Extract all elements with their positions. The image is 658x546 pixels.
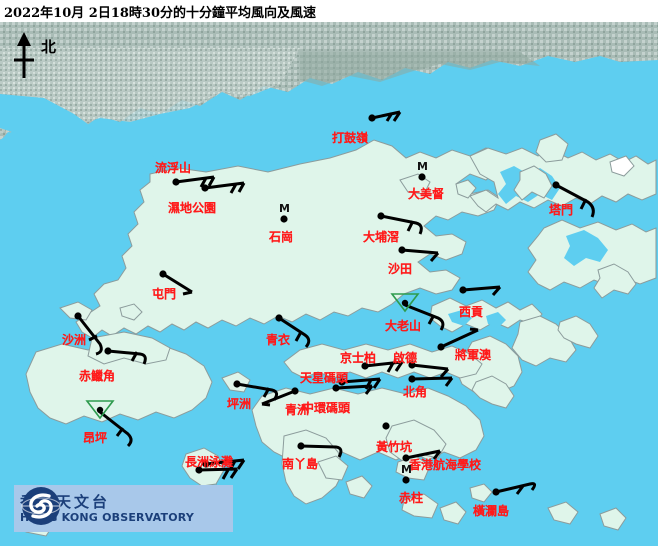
- station-label[interactable]: 大美督: [408, 187, 445, 201]
- station-dot-icon: [202, 460, 210, 468]
- station-label[interactable]: 北角: [403, 385, 428, 399]
- wind-barb: [380, 214, 423, 235]
- station-dot-icon: [291, 387, 299, 395]
- station-label[interactable]: 濕地公園: [168, 201, 217, 215]
- station-dot-icon: [492, 488, 500, 496]
- station-label[interactable]: 橫瀾島: [473, 504, 510, 518]
- station-label[interactable]: 屯門: [152, 287, 177, 301]
- station-dot-icon: [201, 184, 209, 192]
- station-dot-icon: [437, 343, 445, 351]
- station-dot-icon: [361, 362, 369, 370]
- station-dot-icon: [195, 466, 203, 474]
- station-label[interactable]: 沙洲: [62, 333, 87, 347]
- station-label[interactable]: 黃竹坑: [376, 440, 413, 454]
- station-dot-icon: [408, 361, 416, 369]
- station-dot-icon: [172, 178, 180, 186]
- station-label[interactable]: 青衣: [266, 333, 291, 347]
- station-label[interactable]: 赤鱲角: [79, 369, 116, 383]
- wind-barb: [462, 285, 502, 296]
- wind-barb: [405, 449, 442, 460]
- map-basemap: [0, 22, 658, 546]
- station-dot-icon: [233, 380, 241, 388]
- station-dot-icon: [382, 422, 390, 430]
- station-label[interactable]: 赤柱: [399, 491, 424, 505]
- station-label[interactable]: 啟德: [393, 351, 418, 365]
- wind-barb: [364, 360, 404, 373]
- station-label[interactable]: 大埔滘: [363, 230, 400, 244]
- wind-barb: [440, 327, 479, 349]
- hko-logo: 香港天文台 HONG KONG OBSERVATORY: [14, 485, 233, 532]
- station-dot-icon: [332, 384, 340, 392]
- wind-barb: [107, 349, 147, 365]
- station-label[interactable]: 沙田: [388, 262, 413, 276]
- wind-barb: [198, 467, 239, 480]
- station-label[interactable]: 天星碼頭: [300, 371, 349, 385]
- station-label[interactable]: 長洲泳灘: [185, 455, 234, 469]
- north-arrow-icon: 北: [8, 30, 64, 82]
- station-label[interactable]: 青洲: [285, 403, 310, 417]
- wind-barb: [261, 389, 296, 407]
- highland-triangle-icon: [85, 400, 115, 420]
- station-dot-icon: [459, 286, 467, 294]
- wind-barb: [76, 315, 103, 356]
- station-dot-icon: [368, 114, 376, 122]
- map-canvas[interactable]: 打鼓嶺流浮山濕地公園 M 石崗 M 大美督塔門大埔滘沙田屯門沙洲赤鱲角 青衣 大老山 西貢將軍…: [0, 22, 658, 546]
- north-label: 北: [41, 38, 57, 56]
- station-label[interactable]: 中環碼頭: [302, 401, 351, 415]
- wind-barb: [300, 444, 343, 458]
- wind-barb: [99, 410, 133, 448]
- station-dot-icon: [552, 181, 560, 189]
- wind-barb: [162, 272, 193, 296]
- station-dot-icon: [104, 347, 112, 355]
- station-label[interactable]: 坪洲: [227, 397, 252, 411]
- wind-barb: [495, 482, 537, 495]
- station-dot-icon: [398, 246, 406, 254]
- station-label[interactable]: 石崗: [269, 230, 294, 244]
- station-dot-icon: [418, 173, 426, 181]
- station-dot-icon: [275, 314, 283, 322]
- wind-barb: [278, 316, 311, 348]
- station-dot-icon: [297, 442, 305, 450]
- hko-name-en: HONG KONG OBSERVATORY: [20, 510, 195, 524]
- maintenance-flag: M: [401, 463, 412, 476]
- wind-barb: [401, 248, 440, 262]
- wind-barb: [236, 382, 279, 401]
- wind-barb: [175, 175, 216, 188]
- wind-barb: [404, 303, 445, 331]
- station-label[interactable]: 將軍澳: [455, 348, 492, 362]
- wind-barb: [204, 181, 246, 194]
- station-dot-icon: [74, 312, 82, 320]
- station-label[interactable]: 昂坪: [83, 431, 108, 445]
- station-label[interactable]: 西貢: [459, 305, 484, 319]
- station-label[interactable]: 流浮山: [155, 161, 192, 175]
- station-label[interactable]: 塔門: [549, 203, 574, 217]
- highland-triangle-icon: [390, 293, 420, 313]
- station-label[interactable]: 大老山: [385, 319, 422, 333]
- maintenance-flag: M: [279, 202, 290, 215]
- station-dot-icon: [408, 375, 416, 383]
- hko-swirl-logo-icon: [21, 487, 61, 525]
- wind-barb: [371, 110, 402, 122]
- station-label[interactable]: 京士柏: [340, 351, 377, 365]
- wind-barb: [411, 376, 454, 387]
- wind-barb: [411, 363, 450, 378]
- station-dot-icon: [402, 476, 410, 484]
- title-bar: 2022年10月 2日18時30分的十分鐘平均風向及風速: [0, 0, 658, 22]
- station-dot-icon: [377, 212, 385, 220]
- wind-barb: [335, 384, 374, 395]
- station-dot-icon: [338, 378, 346, 386]
- page-title: 2022年10月 2日18時30分的十分鐘平均風向及風速: [4, 6, 317, 21]
- wind-barb: [555, 183, 595, 218]
- station-dot-icon: [402, 454, 410, 462]
- station-label[interactable]: 香港航海學校: [409, 458, 482, 472]
- station-label[interactable]: 打鼓嶺: [332, 131, 369, 145]
- station-dot-icon: [159, 270, 167, 278]
- wind-barb-layer: [74, 110, 595, 496]
- station-label[interactable]: 南丫島: [282, 457, 319, 471]
- maintenance-flag: M: [417, 160, 428, 173]
- station-dot-icon: [280, 215, 288, 223]
